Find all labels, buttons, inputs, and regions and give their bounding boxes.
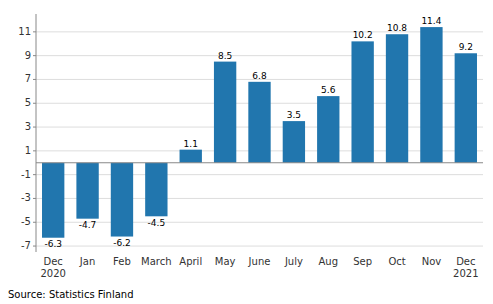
data-label: -4.5 (148, 218, 166, 228)
data-label: -6.2 (113, 238, 131, 248)
chart: -7 -5 -3 -1 1 3 5 7 9 11 -6.3 -4.7 -6.2 -4.5 1.1 8.5 6.8… (0, 0, 493, 304)
x-tick-label: Feb (113, 256, 131, 267)
data-label: 11.4 (421, 16, 441, 26)
data-label: -6.3 (44, 239, 62, 249)
x-tick-label: Oct (388, 256, 405, 267)
grid-line (36, 246, 483, 247)
grid-line (36, 31, 483, 32)
grid-line (36, 174, 483, 175)
y-tick-label: -3 (21, 192, 31, 203)
x-tick-label: July (284, 256, 303, 267)
data-label: 6.8 (252, 71, 267, 81)
x-tick-label: Aug (319, 256, 339, 267)
x-tick-label: Dec2021 (453, 256, 478, 279)
bar (351, 41, 373, 162)
x-tick-label: Jan (79, 256, 95, 267)
data-label: -4.7 (79, 220, 97, 230)
data-label: 10.2 (353, 30, 373, 40)
grid-line (36, 55, 483, 56)
x-tick-label: Dec2020 (40, 256, 65, 279)
y-tick-label: 5 (25, 97, 31, 108)
x-tick-label: April (179, 256, 202, 267)
bars (42, 27, 477, 238)
bar (180, 150, 202, 163)
bar (214, 62, 236, 163)
y-tick-label: -7 (21, 240, 31, 251)
source-note: Source: Statistics Finland (8, 289, 134, 300)
y-tick-label: 1 (25, 145, 31, 156)
x-tick-label: Sep (353, 256, 372, 267)
bar (76, 163, 98, 219)
y-axis (36, 14, 37, 252)
grid-line (36, 222, 483, 223)
bar (317, 96, 339, 163)
data-label: 1.1 (184, 139, 198, 149)
bar (420, 27, 442, 163)
data-label: 8.5 (218, 51, 232, 61)
y-tick-label: -5 (21, 216, 31, 227)
bar (145, 163, 167, 217)
bar (42, 163, 64, 238)
x-tick-label: May (215, 256, 236, 267)
x-tick-label: March (141, 256, 171, 267)
zero-line (36, 162, 483, 163)
grid-line (36, 198, 483, 199)
data-label: 5.6 (321, 85, 336, 95)
x-tick-label: June (248, 256, 271, 267)
y-tick-label: 11 (18, 26, 31, 37)
bar (111, 163, 133, 237)
bar (386, 34, 408, 163)
y-tick-label: -1 (21, 169, 31, 180)
bar (248, 82, 270, 163)
bar (283, 121, 305, 163)
data-label: 10.8 (387, 23, 407, 33)
bar (455, 53, 477, 162)
y-tick-label: 3 (25, 121, 31, 132)
y-tick-label: 9 (25, 50, 31, 61)
data-label: 9.2 (459, 42, 473, 52)
x-tick-label: Nov (422, 256, 442, 267)
data-label: 3.5 (287, 110, 301, 120)
y-tick-label: 7 (25, 73, 31, 84)
